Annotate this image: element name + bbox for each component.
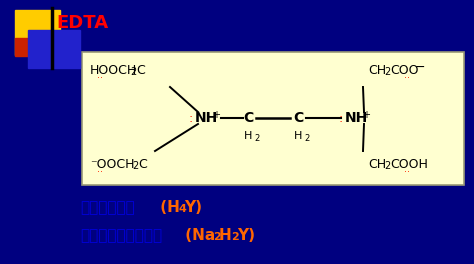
Text: CH: CH — [368, 64, 386, 77]
Text: 2: 2 — [130, 67, 136, 77]
Bar — [82, 52, 464, 185]
Text: 2: 2 — [384, 161, 390, 171]
Text: C: C — [138, 158, 147, 171]
Text: ··: ·· — [404, 73, 410, 83]
Text: ··: ·· — [97, 167, 103, 177]
Text: (Na: (Na — [180, 228, 215, 243]
Text: H: H — [294, 131, 302, 141]
Text: +: + — [362, 110, 370, 120]
Text: ⁻OOCH: ⁻OOCH — [90, 158, 135, 171]
Text: CH: CH — [368, 158, 386, 171]
Text: H: H — [244, 131, 252, 141]
Bar — [15, 38, 60, 56]
Text: NH: NH — [195, 111, 218, 125]
Bar — [15, 10, 60, 55]
Text: :: : — [339, 111, 343, 125]
Text: COO: COO — [390, 64, 419, 77]
Text: (H: (H — [155, 200, 180, 215]
Text: H: H — [219, 228, 232, 243]
Text: C: C — [136, 64, 145, 77]
Text: :: : — [189, 111, 193, 125]
Text: Y): Y) — [184, 200, 202, 215]
Text: ··: ·· — [404, 167, 410, 177]
Text: +: + — [212, 110, 220, 120]
Text: 2: 2 — [304, 134, 309, 143]
Text: 2: 2 — [384, 67, 390, 77]
Text: COOH: COOH — [390, 158, 428, 171]
Text: 2: 2 — [254, 134, 259, 143]
Text: HOOCH: HOOCH — [90, 64, 137, 77]
Text: C: C — [293, 111, 303, 125]
Text: 乙二胺四乙酸: 乙二胺四乙酸 — [80, 200, 135, 215]
Text: 2: 2 — [231, 232, 239, 242]
Text: 2: 2 — [213, 232, 221, 242]
Text: EDTA: EDTA — [56, 14, 108, 32]
Text: ··: ·· — [97, 73, 103, 83]
Bar — [28, 30, 80, 68]
Text: C: C — [243, 111, 253, 125]
Text: −: − — [415, 61, 426, 74]
Text: Y): Y) — [237, 228, 255, 243]
Text: 4: 4 — [179, 204, 187, 214]
Text: 乙二胺四乙酸二鑰盐: 乙二胺四乙酸二鑰盐 — [80, 228, 162, 243]
Text: NH: NH — [345, 111, 368, 125]
Text: 2: 2 — [132, 161, 138, 171]
